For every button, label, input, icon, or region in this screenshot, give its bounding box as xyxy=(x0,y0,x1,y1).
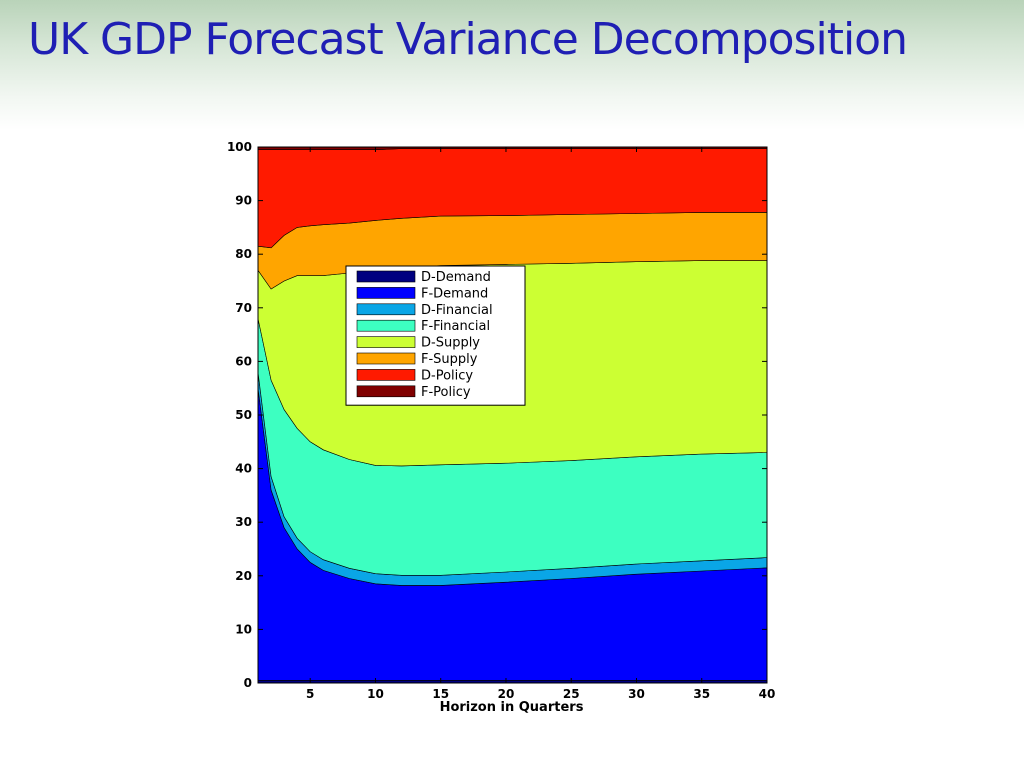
slide-header-band xyxy=(0,0,1024,130)
y-tick-label: 60 xyxy=(235,354,252,368)
x-tick-label: 15 xyxy=(432,687,449,701)
y-tick-label: 80 xyxy=(235,247,252,261)
legend-swatch-f-financial xyxy=(356,319,416,332)
y-tick-label: 20 xyxy=(235,569,252,583)
x-tick-label: 10 xyxy=(367,687,384,701)
y-tick-label: 50 xyxy=(235,408,252,422)
x-tick-label: 30 xyxy=(628,687,645,701)
y-tick-label: 70 xyxy=(235,301,252,315)
x-tick-label: 40 xyxy=(759,687,776,701)
legend-swatch-f-supply xyxy=(356,352,416,365)
legend-swatch-f-demand xyxy=(356,287,416,299)
legend-swatch-d-policy xyxy=(356,369,416,381)
legend-swatch-d-supply xyxy=(356,336,416,348)
slide-title: UK GDP Forecast Variance Decomposition xyxy=(28,14,908,65)
legend-swatch-d-financial xyxy=(356,303,416,316)
legend-label-d-supply: D-Supply xyxy=(421,336,480,351)
legend-label-f-supply: F-Supply xyxy=(421,352,478,367)
x-tick-label: 35 xyxy=(693,687,710,701)
legend-label-f-policy: F-Policy xyxy=(421,385,471,400)
x-tick-label: 20 xyxy=(498,687,515,701)
y-tick-label: 30 xyxy=(235,515,252,529)
legend-swatch-d-demand xyxy=(356,270,416,283)
legend-swatch-f-policy xyxy=(356,385,416,398)
y-tick-label: 100 xyxy=(227,140,252,154)
y-tick-label: 90 xyxy=(235,194,252,208)
legend-label-d-financial: D-Financial xyxy=(421,303,493,318)
legend-label-d-policy: D-Policy xyxy=(421,368,473,383)
legend-label-f-demand: F-Demand xyxy=(421,286,488,301)
stacked-areas xyxy=(257,146,768,684)
axis-ticks: 0 10 20 30 40 50 60 70 80 90 100 5 10 15 20 25 30 35 40 xyxy=(227,140,775,701)
x-tick-label: 5 xyxy=(306,687,314,701)
y-tick-label: 0 xyxy=(244,676,252,690)
legend-label-d-demand: D-Demand xyxy=(421,270,491,285)
y-tick-label: 40 xyxy=(235,462,252,476)
legend-label-f-financial: F-Financial xyxy=(421,319,490,334)
x-axis-label: Horizon in Quarters xyxy=(440,700,584,715)
y-tick-label: 10 xyxy=(235,622,252,636)
x-tick-label: 25 xyxy=(563,687,580,701)
